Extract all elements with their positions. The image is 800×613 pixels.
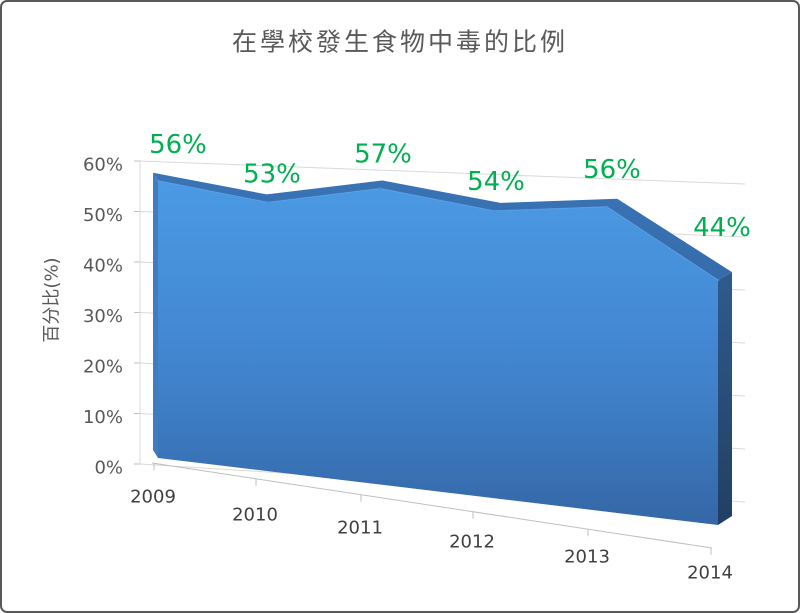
chart-title: 在學校發生食物中毒的比例 [232, 28, 568, 57]
gridline [139, 160, 746, 185]
data-point-2014 [716, 278, 720, 282]
data-label-2010: 53% [243, 159, 301, 189]
data-label-2009: 56% [149, 130, 207, 160]
area-series [153, 172, 732, 526]
area-top-surface [153, 172, 732, 281]
area-segment-2012-2013 [493, 206, 608, 212]
data-point-2011 [378, 187, 382, 190]
area-segment-2013-2014 [606, 206, 719, 281]
area-segment-2011-2012 [379, 188, 495, 212]
data-point-2009 [156, 179, 160, 182]
y-tick-label: 30% [83, 306, 123, 327]
area-front-face [158, 180, 718, 526]
area-right-side [718, 272, 732, 525]
y-axis-title: 百分比(%) [42, 257, 63, 342]
y-tick-label: 40% [83, 256, 123, 277]
data-point-2013 [605, 205, 609, 208]
x-tick-label-2012: 2012 [449, 532, 495, 553]
area-segment-2010-2011 [267, 188, 381, 203]
y-tick-label: 0% [94, 458, 123, 479]
data-label-2011: 57% [354, 140, 412, 170]
area-left-side [153, 172, 158, 459]
data-label-2014: 44% [693, 213, 751, 243]
data-point-2010 [266, 201, 270, 204]
y-axis-tick-labels: 0% 10% 20% 30% 40% 50% 60% [83, 155, 123, 479]
x-tick-label-2010: 2010 [232, 505, 278, 526]
category-axis [151, 462, 713, 555]
x-axis-tick-labels: 2009 2010 2011 2012 2013 2014 [130, 487, 733, 584]
y-tick-label: 60% [83, 155, 123, 176]
data-label-2013: 56% [583, 155, 641, 185]
x-tick-label-2013: 2013 [564, 547, 610, 568]
data-point-2012 [492, 209, 496, 213]
y-tick-label: 20% [83, 357, 123, 378]
data-labels: 56% 53% 57% 54% 56% 44% [149, 130, 751, 243]
data-label-2012: 54% [467, 167, 525, 197]
y-tick-label: 50% [83, 205, 123, 226]
x-axis-line [151, 462, 713, 549]
x-tick-label-2014: 2014 [687, 563, 733, 584]
y-tick-label: 10% [83, 407, 123, 428]
x-tick-label-2011: 2011 [337, 518, 383, 539]
x-tick-label-2009: 2009 [130, 487, 176, 508]
area-segment-2009-2010 [157, 180, 269, 203]
